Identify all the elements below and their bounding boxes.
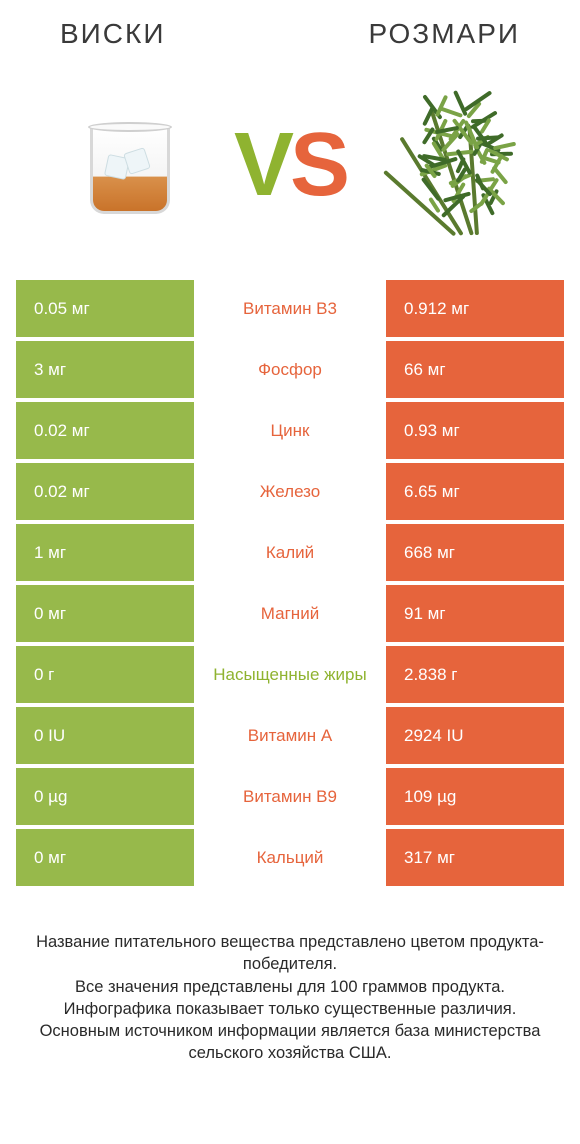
footnote: Название питательного вещества представл… — [25, 931, 555, 1065]
nutrient-name: Калий — [194, 524, 386, 581]
left-value: 1 мг — [16, 524, 194, 581]
left-value: 0 мг — [16, 585, 194, 642]
left-value: 0 IU — [16, 707, 194, 764]
right-value: 0.912 мг — [386, 280, 564, 337]
table-row: 0.05 мгВитамин B30.912 мг — [16, 280, 564, 337]
right-value: 668 мг — [386, 524, 564, 581]
rosemary-illustration — [375, 90, 525, 240]
left-value: 0.02 мг — [16, 463, 194, 520]
footnote-line: Основным источником информации является … — [25, 1020, 555, 1065]
table-row: 0.02 мгЦинк0.93 мг — [16, 402, 564, 459]
vs-s: S — [290, 115, 346, 215]
footnote-line: Инфографика показывает только существенн… — [25, 998, 555, 1020]
nutrient-name: Железо — [194, 463, 386, 520]
nutrient-name: Магний — [194, 585, 386, 642]
right-value: 2.838 г — [386, 646, 564, 703]
right-value: 317 мг — [386, 829, 564, 886]
nutrition-table: 0.05 мгВитамин B30.912 мг3 мгФосфор66 мг… — [16, 280, 564, 886]
nutrient-name: Витамин A — [194, 707, 386, 764]
nutrient-name: Кальций — [194, 829, 386, 886]
right-value: 66 мг — [386, 341, 564, 398]
table-row: 1 мгКалий668 мг — [16, 524, 564, 581]
nutrient-name: Насыщенные жиры — [194, 646, 386, 703]
table-row: 0.02 мгЖелезо6.65 мг — [16, 463, 564, 520]
nutrient-name: Фосфор — [194, 341, 386, 398]
header: ВИСКИ РОЗМАРИ — [0, 0, 580, 70]
images-row: VS — [0, 70, 580, 280]
right-value: 91 мг — [386, 585, 564, 642]
right-value: 109 µg — [386, 768, 564, 825]
whisky-illustration — [55, 90, 205, 240]
footnote-line: Все значения представлены для 100 граммо… — [25, 976, 555, 998]
nutrient-name: Цинк — [194, 402, 386, 459]
left-value: 0 г — [16, 646, 194, 703]
right-value: 6.65 мг — [386, 463, 564, 520]
right-value: 0.93 мг — [386, 402, 564, 459]
nutrient-name: Витамин B9 — [194, 768, 386, 825]
table-row: 0 мгКальций317 мг — [16, 829, 564, 886]
right-value: 2924 IU — [386, 707, 564, 764]
left-value: 3 мг — [16, 341, 194, 398]
left-value: 0 мг — [16, 829, 194, 886]
footnote-line: Название питательного вещества представл… — [25, 931, 555, 976]
table-row: 0 IUВитамин A2924 IU — [16, 707, 564, 764]
table-row: 3 мгФосфор66 мг — [16, 341, 564, 398]
table-row: 0 µgВитамин B9109 µg — [16, 768, 564, 825]
table-row: 0 мгМагний91 мг — [16, 585, 564, 642]
vs-label: VS — [234, 120, 346, 210]
nutrient-name: Витамин B3 — [194, 280, 386, 337]
left-title: ВИСКИ — [60, 18, 165, 50]
left-value: 0.02 мг — [16, 402, 194, 459]
left-value: 0 µg — [16, 768, 194, 825]
left-value: 0.05 мг — [16, 280, 194, 337]
table-row: 0 гНасыщенные жиры2.838 г — [16, 646, 564, 703]
vs-v: V — [234, 115, 290, 215]
right-title: РОЗМАРИ — [368, 18, 520, 50]
